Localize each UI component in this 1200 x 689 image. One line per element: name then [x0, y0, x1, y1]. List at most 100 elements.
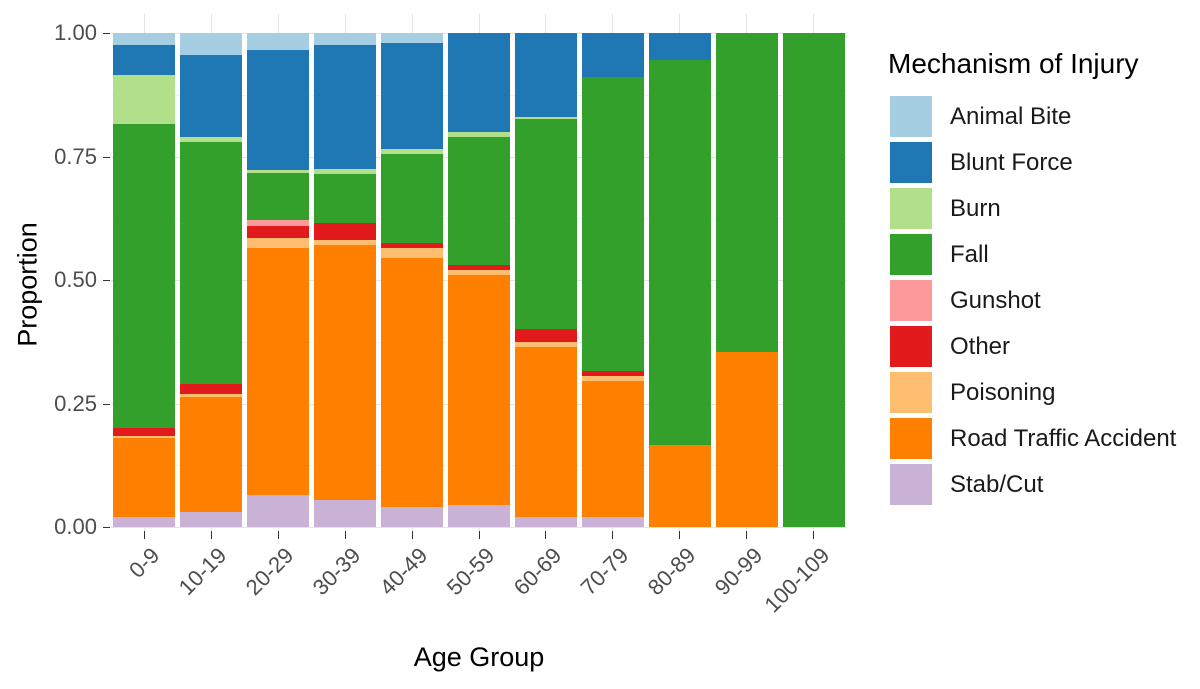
- bar-segment: [113, 45, 176, 75]
- bar-segment: [247, 238, 310, 248]
- x-tick-label: 80-89: [642, 542, 700, 601]
- stacked-bar: [448, 14, 510, 531]
- legend-label: Animal Bite: [950, 102, 1072, 130]
- bar-segment: [448, 33, 510, 132]
- bar-segment: [180, 55, 243, 137]
- bar-segment: [314, 240, 377, 246]
- legend-swatch: [890, 464, 932, 505]
- x-tick: [478, 531, 480, 539]
- legend-title: Mechanism of Injury: [888, 48, 1139, 79]
- stacked-bar: [247, 14, 310, 531]
- stacked-bar: [514, 14, 577, 531]
- x-tick-label: 30-39: [307, 542, 366, 601]
- bar-segment: [514, 116, 577, 120]
- x-tick: [612, 531, 614, 539]
- y-tick-label: 1.00: [54, 20, 97, 45]
- x-tick: [277, 531, 279, 539]
- bar-segment: [113, 435, 176, 439]
- legend-item: Other: [888, 324, 1139, 369]
- bar-segment: [180, 33, 243, 56]
- bar-segment: [448, 136, 510, 266]
- legend-label: Road Traffic Accident: [950, 424, 1177, 452]
- y-tick-label: 0.50: [54, 267, 97, 292]
- plot-panel: [111, 14, 847, 531]
- bar-segment: [381, 257, 444, 508]
- bar-segment: [581, 371, 644, 377]
- bar-segment: [381, 42, 444, 150]
- legend-swatch: [890, 96, 932, 137]
- legend-item: Burn: [888, 186, 1139, 231]
- bar-segment: [581, 33, 644, 78]
- y-tick: [103, 156, 110, 158]
- y-tick-label: 0.25: [54, 390, 97, 416]
- x-tick: [210, 531, 212, 539]
- legend-label: Burn: [950, 194, 1001, 222]
- bar-segment: [247, 170, 310, 173]
- bar-segment: [581, 77, 644, 372]
- x-tick: [746, 531, 748, 539]
- stacked-bar: [113, 14, 176, 531]
- x-tick-label: 90-99: [709, 542, 767, 601]
- bar-segment: [180, 512, 243, 527]
- bar-segment: [514, 346, 577, 518]
- bar-segment: [314, 245, 377, 500]
- bar-segment: [782, 33, 845, 527]
- x-tick: [679, 531, 681, 539]
- x-tick: [411, 531, 413, 539]
- legend-item: Road Traffic Accident: [888, 416, 1176, 461]
- y-tick: [103, 403, 110, 405]
- bar-segment: [715, 33, 778, 352]
- bar-segment: [448, 265, 510, 271]
- y-tick: [103, 527, 110, 528]
- bar-segment: [247, 172, 310, 220]
- bar-segment: [381, 33, 444, 43]
- bar-segment: [180, 136, 243, 142]
- bar-segment: [514, 119, 577, 330]
- bar-segment: [113, 428, 176, 436]
- x-tick: [813, 531, 815, 539]
- bar-segment: [448, 270, 510, 276]
- bar-segment: [113, 74, 176, 125]
- bar-segment: [514, 33, 577, 117]
- legend-item: Gunshot: [888, 278, 1139, 323]
- bar-segment: [247, 494, 310, 527]
- bar-segment: [514, 329, 577, 342]
- legend-label: Gunshot: [950, 286, 1041, 314]
- bar-segment: [180, 393, 243, 398]
- legend-item: Blunt Force: [888, 140, 1139, 185]
- stacked-bar: [715, 14, 778, 531]
- legend-swatch: [890, 142, 932, 183]
- y-tick: [103, 33, 110, 34]
- stacked-bar: [581, 14, 644, 531]
- legend-swatch: [890, 372, 932, 413]
- bar-segment: [314, 33, 377, 46]
- legend: Mechanism of Injury Animal Bite Blunt For…: [888, 48, 1176, 508]
- stacked-bar: [381, 14, 444, 531]
- bar-segment: [514, 517, 577, 527]
- bar-segment: [381, 247, 444, 258]
- bar-segment: [180, 141, 243, 384]
- x-tick: [545, 531, 547, 539]
- bar-segment: [247, 247, 310, 495]
- stacked-bar: [648, 14, 711, 531]
- bar-segment: [448, 131, 510, 137]
- y-tick-label: 0.00: [54, 514, 97, 539]
- legend-item: Animal Bite: [888, 94, 1139, 139]
- bar-segment: [381, 507, 444, 527]
- bar-segment: [113, 438, 176, 518]
- x-tick-label: 70-79: [575, 542, 634, 601]
- bar-segment: [180, 397, 243, 513]
- bar-segment: [247, 33, 310, 51]
- x-tick-label: 40-49: [374, 542, 433, 601]
- bar-segment: [314, 499, 377, 527]
- legend-items: Animal Bite Blunt Force Burn Fall Gunshot Oth…: [888, 94, 1176, 507]
- y-tick: [103, 280, 110, 281]
- stacked-bar: [782, 14, 845, 531]
- bar-segment: [581, 517, 644, 527]
- x-tick-label: 50-59: [441, 542, 500, 601]
- legend-swatch: [890, 188, 932, 229]
- bar-segment: [314, 45, 377, 169]
- legend-item: Stab/Cut: [888, 462, 1139, 507]
- bar-segment: [381, 242, 444, 248]
